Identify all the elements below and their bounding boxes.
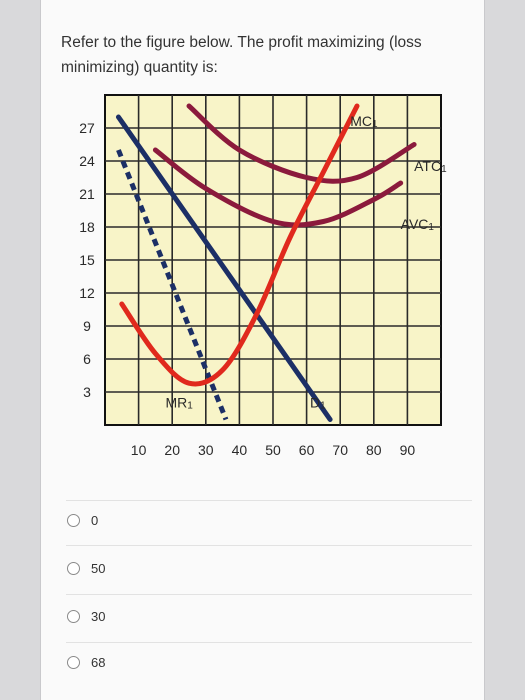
question-text: Refer to the figure below. The profit ma… [61, 34, 422, 76]
y-tick-label: 21 [79, 186, 95, 202]
option-label: 68 [91, 654, 106, 670]
option-label: 0 [91, 512, 99, 528]
option-30[interactable]: 30 [67, 604, 105, 628]
x-tick-label: 40 [232, 442, 248, 458]
y-tick-label: 6 [83, 351, 91, 367]
series-mc1-line [119, 103, 360, 387]
series-label-avc1: AVC1 [401, 216, 435, 233]
radio-button-icon[interactable] [67, 609, 80, 623]
separator [66, 642, 472, 643]
x-tick-label: 60 [299, 442, 315, 458]
y-tick-label: 15 [79, 252, 95, 268]
x-tick-label: 20 [164, 442, 180, 458]
x-tick-label: 90 [400, 442, 416, 458]
separator [66, 545, 472, 546]
radio-button-icon[interactable] [67, 561, 80, 575]
x-tick-label: 50 [265, 442, 281, 458]
option-label: 50 [91, 560, 106, 576]
y-tick-label: 3 [83, 384, 91, 400]
y-tick-label: 12 [79, 285, 95, 301]
series-label-mr1: MR1 [165, 394, 193, 411]
y-tick-label: 18 [79, 219, 95, 235]
y-tick-label: 27 [79, 120, 95, 136]
x-tick-label: 30 [198, 442, 214, 458]
series-label-d1: D1 [310, 394, 326, 411]
separator [66, 500, 472, 501]
cost-revenue-chart: MC1 ATC1 AVC1 D1 MR1 3 6 9 12 15 18 21 24 27 10 20 30 40 5… [79, 94, 447, 458]
option-0[interactable]: 0 [67, 508, 98, 532]
series-atc1-line [186, 103, 417, 184]
x-tick-label: 80 [366, 442, 382, 458]
option-label: 30 [91, 608, 106, 624]
series-d1-line [115, 114, 333, 422]
y-tick-label: 24 [79, 153, 95, 169]
series-label-mc1: MC1 [350, 113, 378, 130]
y-tick-label: 9 [83, 318, 91, 334]
radio-button-icon[interactable] [67, 513, 80, 527]
option-68[interactable]: 68 [67, 650, 105, 674]
separator [66, 594, 472, 595]
series-label-atc1: ATC1 [414, 158, 447, 175]
x-tick-label: 70 [332, 442, 348, 458]
x-tick-label: 10 [131, 442, 147, 458]
radio-button-icon[interactable] [67, 655, 80, 669]
question-card: Refer to the figure below. The profit ma… [40, 0, 485, 700]
option-50[interactable]: 50 [67, 556, 105, 580]
series-mr1-line [116, 149, 229, 421]
